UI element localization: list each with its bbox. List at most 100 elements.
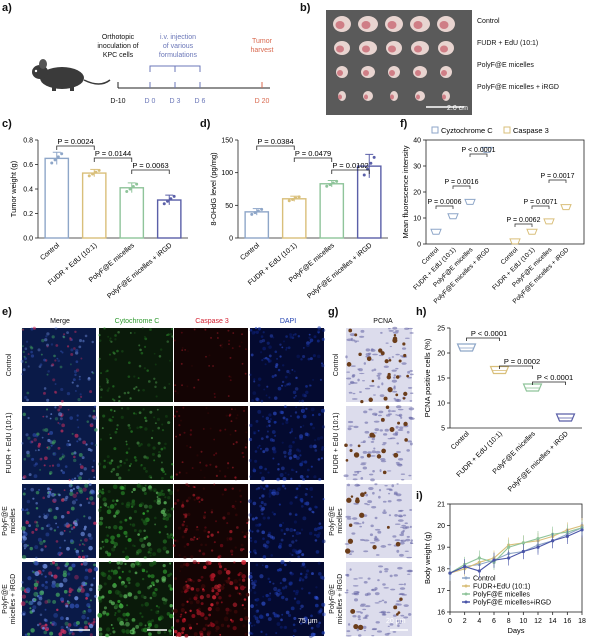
cell-signal xyxy=(310,407,315,412)
cell-signal xyxy=(101,488,104,491)
cell-signal xyxy=(33,591,39,597)
nucleus xyxy=(357,634,362,637)
pcna-positive-nucleus xyxy=(403,421,408,427)
cell-signal xyxy=(218,595,222,600)
cell-signal xyxy=(203,565,207,570)
cell-signal xyxy=(71,478,74,481)
cell-signal xyxy=(321,363,325,368)
cell-signal xyxy=(102,497,107,502)
cell-signal xyxy=(68,594,71,597)
cell-signal xyxy=(228,537,233,541)
cell-signal xyxy=(186,577,191,582)
nucleus xyxy=(400,478,405,481)
cell-signal xyxy=(141,577,145,581)
nucleus xyxy=(348,383,351,385)
nucleus xyxy=(396,442,400,445)
row-label-1: FUDR + EdU (10:1) xyxy=(0,406,20,480)
cell-signal xyxy=(94,428,98,432)
cell-signal xyxy=(164,442,167,446)
cell-signal xyxy=(234,429,237,432)
cell-signal xyxy=(302,354,306,359)
cell-signal xyxy=(175,632,179,636)
cell-signal xyxy=(200,450,203,453)
cell-signal xyxy=(294,333,297,336)
cell-signal xyxy=(132,544,135,547)
cell-signal xyxy=(227,462,230,465)
cell-signal xyxy=(183,545,186,548)
cell-signal xyxy=(321,539,326,544)
nucleus xyxy=(363,629,367,632)
cell-signal xyxy=(284,384,287,388)
cell-signal xyxy=(58,553,62,557)
cell-signal xyxy=(117,566,121,570)
nucleus xyxy=(369,473,374,476)
cell-signal xyxy=(280,384,284,387)
pcna-positive-nucleus xyxy=(392,336,398,341)
row-label-line: micelles xyxy=(10,508,17,534)
nucleus xyxy=(396,398,402,403)
cell-signal xyxy=(193,632,198,637)
cell-signal xyxy=(25,508,29,511)
significance-bracket xyxy=(131,169,170,174)
cell-signal xyxy=(262,543,267,548)
cell-signal xyxy=(70,352,74,356)
cell-signal xyxy=(149,410,153,414)
cell-signal xyxy=(23,457,27,461)
cell-signal xyxy=(74,519,77,523)
cell-signal xyxy=(242,455,245,458)
cell-signal xyxy=(190,555,194,559)
cell-signal xyxy=(87,447,91,452)
cell-signal xyxy=(97,596,102,601)
cell-signal xyxy=(199,632,202,635)
cell-signal xyxy=(225,569,231,575)
nucleus xyxy=(406,430,410,434)
cell-signal xyxy=(308,336,311,339)
cell-signal xyxy=(111,547,116,552)
cell-signal xyxy=(170,507,174,511)
cell-signal xyxy=(65,616,69,621)
cell-signal xyxy=(303,460,308,464)
cell-signal xyxy=(26,499,31,504)
pcna-positive-nucleus xyxy=(397,611,401,614)
cell-signal xyxy=(29,546,33,551)
cell-signal xyxy=(29,345,33,349)
cell-signal xyxy=(179,564,184,569)
cell-signal xyxy=(157,492,161,497)
cell-signal xyxy=(168,629,172,633)
cell-signal xyxy=(282,477,287,481)
cell-signal xyxy=(24,395,28,400)
cell-signal xyxy=(273,411,277,416)
cell-signal xyxy=(234,500,237,503)
cell-signal xyxy=(109,632,112,635)
cell-signal xyxy=(267,597,272,602)
cell-signal xyxy=(37,601,42,606)
pcna-row-label-line: PolyF@E xyxy=(329,584,336,614)
data-point xyxy=(325,184,329,188)
bar xyxy=(319,183,345,239)
cell-signal xyxy=(176,498,180,502)
pcna-positive-nucleus xyxy=(369,432,375,438)
cell-signal xyxy=(149,554,152,557)
cell-signal xyxy=(315,596,319,599)
cell-signal xyxy=(67,408,70,411)
y-tick-label: 21 xyxy=(437,502,445,509)
cell-signal xyxy=(38,596,43,601)
nucleus xyxy=(404,522,408,525)
cell-signal xyxy=(81,456,85,460)
cell-signal xyxy=(272,336,275,339)
cell-signal xyxy=(280,538,284,542)
cell-signal xyxy=(211,586,215,590)
nucleus xyxy=(406,449,410,452)
cell-signal xyxy=(106,369,109,373)
cell-signal xyxy=(200,602,204,606)
cell-signal xyxy=(69,337,73,341)
cell-signal xyxy=(293,597,297,600)
cell-signal xyxy=(197,378,200,381)
cell-signal xyxy=(241,604,244,607)
cell-signal xyxy=(322,612,326,617)
cell-signal xyxy=(228,608,232,612)
cell-signal xyxy=(264,447,269,452)
cell-signal xyxy=(146,369,149,372)
cell-signal xyxy=(147,622,152,627)
cell-signal xyxy=(107,525,111,529)
